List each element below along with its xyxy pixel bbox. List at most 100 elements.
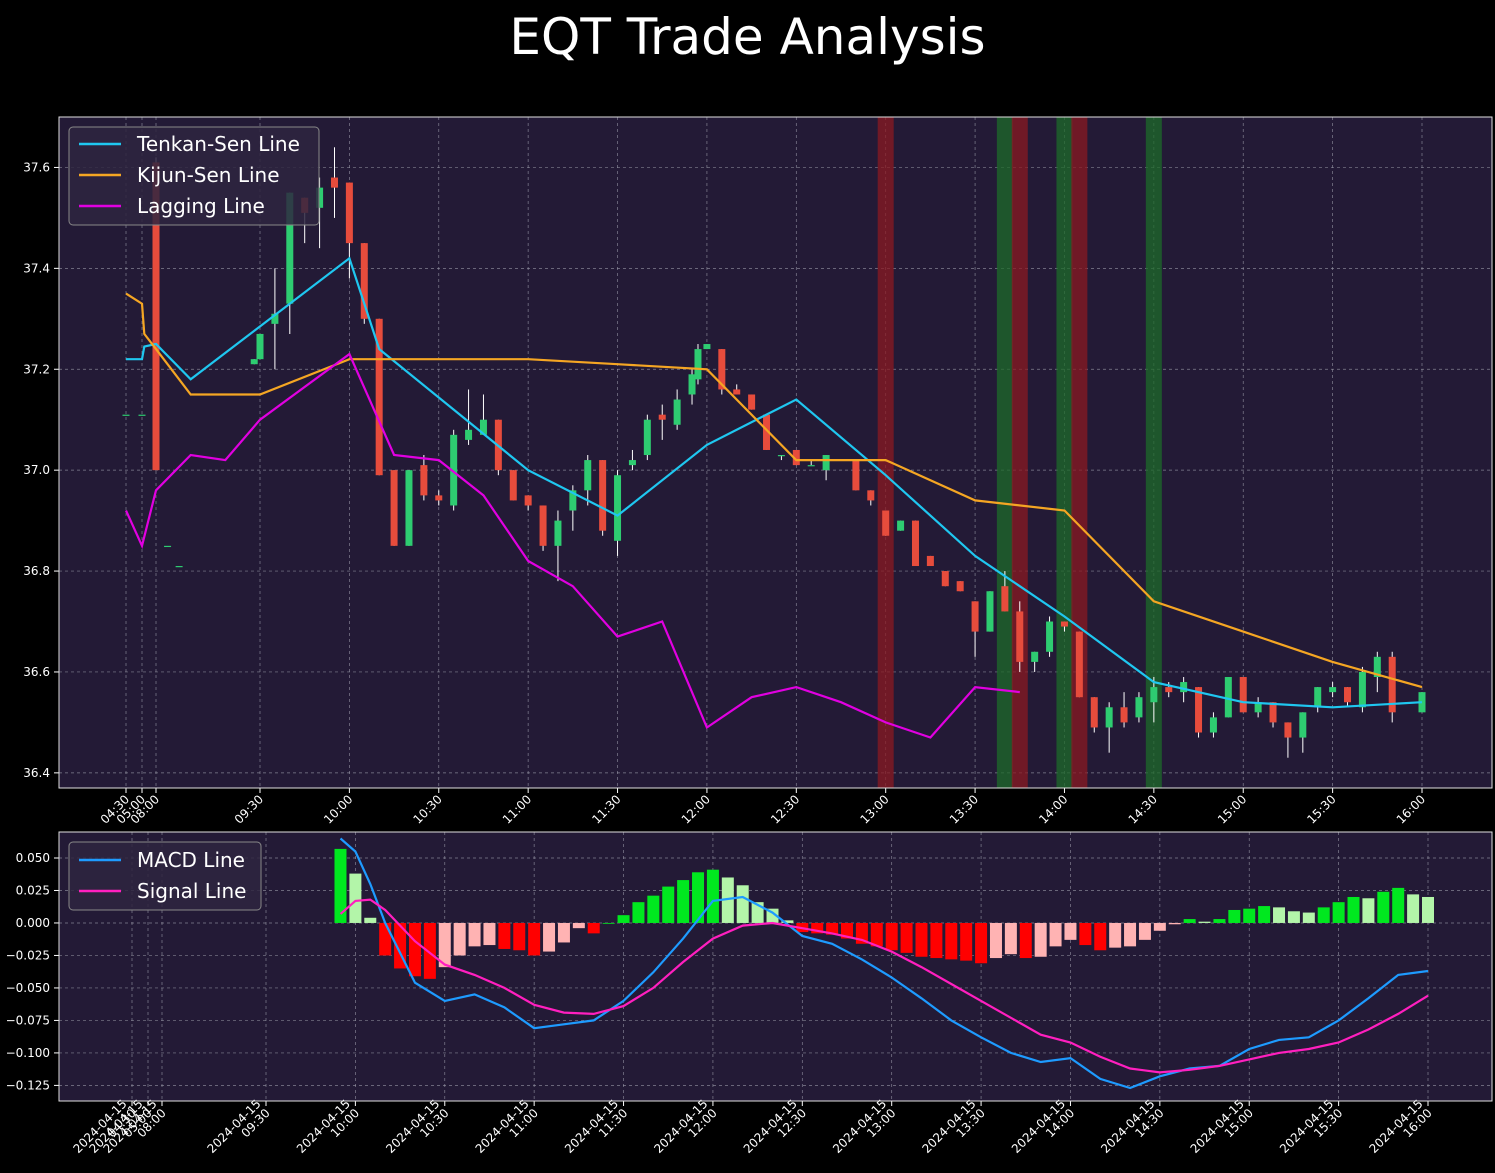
price-x-tick-label: 14:30 [1126,792,1160,826]
candle-body [1299,712,1307,738]
macd-histogram-bar [1287,911,1300,923]
candle [122,414,130,416]
candle-body [694,349,702,380]
candle [539,505,547,551]
macd-x-tick-label: 2024-04-1513:30 [919,1097,987,1165]
macd-histogram-bar [885,922,898,951]
macd-histogram-bar [692,872,705,923]
candle-body [420,465,428,496]
candle [345,182,353,279]
macd-x-tick-label: 2024-04-1512:00 [651,1097,719,1165]
sell-signal-zone [1011,117,1028,788]
candle [1120,692,1128,728]
candle-body [1180,682,1188,693]
candle-body [405,470,413,546]
candle-body [1046,621,1054,652]
candle-body [1090,697,1098,728]
legend-label: Kijun-Sen Line [137,163,280,187]
legend-label: Lagging Line [137,194,265,218]
price-x-tick-label: 13:30 [947,792,981,826]
candle-body [1150,687,1158,703]
price-x-tick-label: 12:00 [679,792,713,826]
price-x-tick-label: 10:00 [321,792,355,826]
candle-body [138,414,146,416]
price-x-tick-label: 12:30 [768,792,802,826]
candle-body [584,460,592,491]
price-x-tick-label: 13:00 [857,792,891,826]
candle [1060,621,1068,632]
candle [986,591,994,632]
candle-body [152,162,160,471]
macd-x-tick-label: 2024-04-1513:00 [830,1097,898,1165]
candle-body [792,449,800,466]
candle-body [658,414,666,420]
macd-histogram-bar [1243,908,1256,923]
candle [271,268,279,370]
candle-body [852,460,860,491]
price-x-tick-label: 10:30 [411,792,445,826]
candle-body [1001,586,1009,612]
macd-histogram-bar [587,922,600,934]
macd-histogram-bar [870,922,883,947]
macd-x-tick-label: 2024-04-1515:00 [1188,1097,1256,1165]
macd-histogram-bar [1064,922,1077,940]
candle [435,490,443,506]
macd-histogram-bar [572,922,585,929]
macd-x-tick-label: 2024-04-1510:30 [383,1097,451,1165]
candle [733,384,741,395]
price-x-tick-label: 14:00 [1036,792,1070,826]
macd-histogram-bar [1019,922,1032,959]
price-x-tick-label: 11:30 [589,792,623,826]
macd-histogram-bar [498,922,511,949]
macd-histogram-bar [945,922,958,960]
candle-body [1031,651,1039,662]
candle [509,470,517,501]
candle [628,449,636,471]
candle-body [926,555,934,567]
candle-body [316,187,324,208]
series-lagging-line [124,352,1020,739]
macd-histogram-bar [453,922,466,956]
macd-histogram-bar [841,922,853,939]
candle-body [1209,717,1217,733]
candle [852,460,860,491]
macd-y-tick-label: 0.000 [16,916,50,930]
candle-body [956,581,964,592]
macd-histogram-bar [1347,896,1360,923]
candle [1284,722,1292,758]
macd-legend: MACD Line Signal Line [68,841,262,911]
candle [599,460,607,536]
series-kijun-sen-line [125,292,1423,689]
candle [1344,687,1352,708]
candle [1299,712,1307,753]
candle [524,495,532,511]
candle-body [1135,697,1143,718]
candle-body [777,455,785,457]
candle [614,470,622,556]
candle [956,581,964,592]
sell-signal-zone [1071,117,1088,788]
candle [1269,702,1277,728]
macd-y-tick-label: 0.050 [16,851,50,865]
macd-x-tick-label: 2024-04-1512:30 [741,1097,809,1165]
candle-body [628,460,636,466]
candle-body [435,495,443,501]
macd-y-tick-label: −0.025 [6,948,50,962]
candle-body [986,591,994,632]
macd-y-tick-label: −0.050 [6,981,50,995]
candle [450,429,458,511]
candle [658,404,666,440]
candle [1329,682,1337,698]
macd-histogram-bar [1034,922,1047,957]
price-y-tick-label: 37.0 [23,463,50,477]
macd-histogram-bar [915,922,928,957]
macd-histogram-bar [423,922,436,979]
candle [175,566,183,568]
legend-label: Signal Line [137,879,246,903]
candle-body [539,505,547,546]
candle-body [479,419,487,435]
macd-histogram-bar [1109,922,1122,948]
macd-histogram-bar [513,922,526,951]
candle-body [614,475,622,541]
candle-body [599,460,607,531]
